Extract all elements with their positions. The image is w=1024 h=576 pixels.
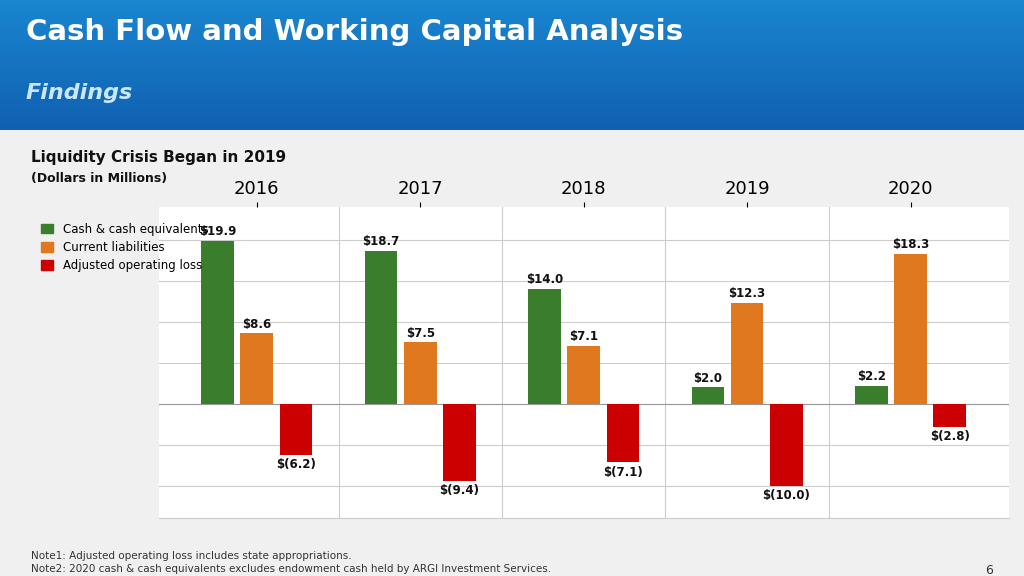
Bar — [443, 404, 476, 481]
Bar — [201, 241, 233, 404]
Text: $12.3: $12.3 — [728, 287, 766, 300]
Bar — [365, 251, 397, 404]
Text: $7.5: $7.5 — [406, 327, 435, 340]
Legend: Cash & cash equivalents, Current liabilities, Adjusted operating loss: Cash & cash equivalents, Current liabili… — [41, 222, 208, 272]
Bar — [280, 404, 312, 454]
Bar — [934, 404, 967, 427]
Bar — [403, 342, 436, 404]
Text: 6: 6 — [985, 563, 993, 576]
Text: $2.0: $2.0 — [693, 372, 722, 385]
Text: $(6.2): $(6.2) — [276, 458, 316, 471]
Bar — [567, 346, 600, 404]
Text: $18.3: $18.3 — [892, 238, 929, 251]
Bar — [606, 404, 639, 462]
Bar — [241, 334, 273, 404]
Text: $7.1: $7.1 — [569, 330, 598, 343]
Bar — [691, 388, 724, 404]
Text: (Dollars in Millions): (Dollars in Millions) — [31, 172, 167, 185]
Text: $14.0: $14.0 — [526, 274, 563, 286]
Text: $(10.0): $(10.0) — [763, 490, 810, 502]
Text: $(2.8): $(2.8) — [930, 430, 970, 444]
Text: $18.7: $18.7 — [362, 235, 399, 248]
Bar — [770, 404, 803, 486]
Bar — [528, 289, 561, 404]
Bar — [894, 254, 927, 404]
Bar — [855, 386, 888, 404]
Text: $8.6: $8.6 — [242, 317, 271, 331]
Text: $19.9: $19.9 — [199, 225, 237, 238]
Text: Findings: Findings — [26, 84, 133, 103]
Text: $(7.1): $(7.1) — [603, 465, 643, 479]
Text: Note2: 2020 cash & cash equivalents excludes endowment cash held by ARGI Investm: Note2: 2020 cash & cash equivalents excl… — [31, 563, 551, 574]
Text: Liquidity Crisis Began in 2019: Liquidity Crisis Began in 2019 — [31, 150, 286, 165]
Text: Note1: Adjusted operating loss includes state appropriations.: Note1: Adjusted operating loss includes … — [31, 551, 351, 562]
Text: $2.2: $2.2 — [857, 370, 886, 383]
Text: $(9.4): $(9.4) — [439, 484, 479, 498]
Text: Cash Flow and Working Capital Analysis: Cash Flow and Working Capital Analysis — [26, 18, 683, 47]
Bar — [731, 303, 764, 404]
